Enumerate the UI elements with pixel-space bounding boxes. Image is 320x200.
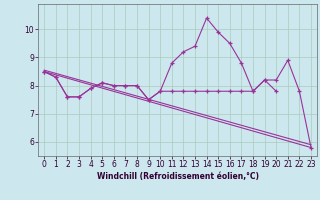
X-axis label: Windchill (Refroidissement éolien,°C): Windchill (Refroidissement éolien,°C) — [97, 172, 259, 181]
